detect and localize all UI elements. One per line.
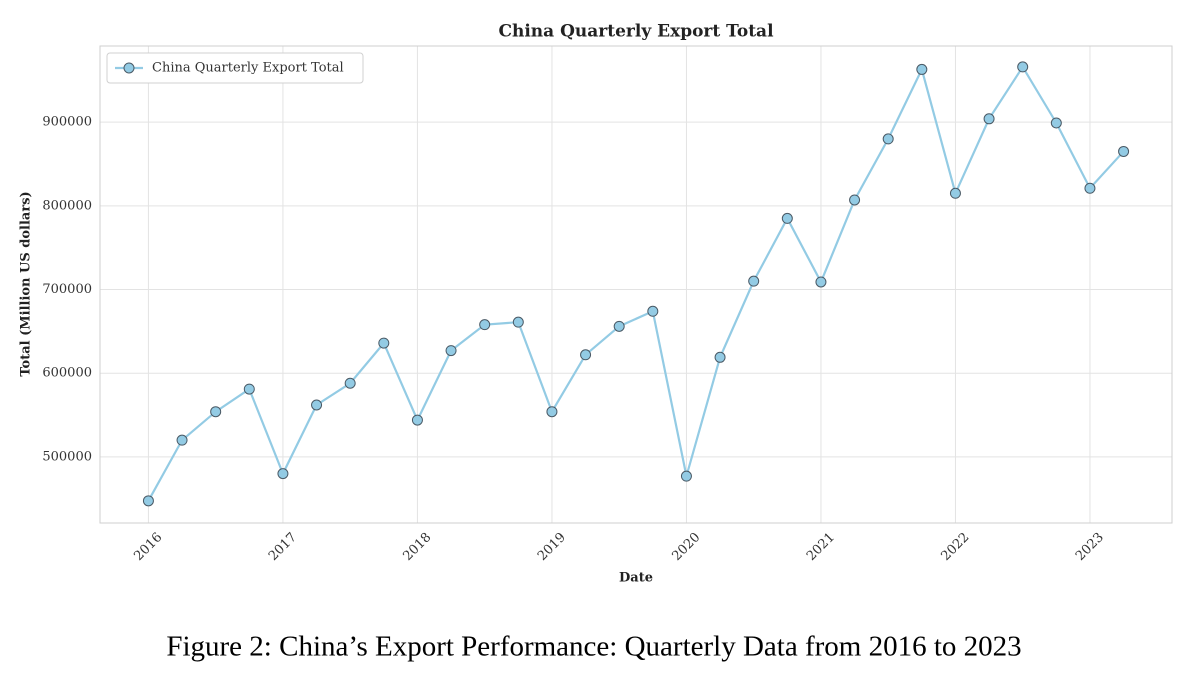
x-tick-label: 2023 xyxy=(1073,530,1107,564)
data-point xyxy=(243,383,255,395)
data-point xyxy=(748,275,760,287)
data-point xyxy=(378,337,390,349)
plot-frame xyxy=(99,45,1173,524)
x-tick-label: 2022 xyxy=(938,530,972,564)
data-point xyxy=(512,316,524,328)
y-tick-label: 800000 xyxy=(42,198,92,213)
y-tick-label: 900000 xyxy=(42,115,92,130)
y-tick-label: 600000 xyxy=(42,366,92,381)
y-tick-label: 500000 xyxy=(42,449,92,464)
data-point xyxy=(849,194,861,206)
x-tick-label: 2018 xyxy=(400,530,434,564)
data-point xyxy=(445,345,457,357)
y-axis-label: Total (Million US dollars) xyxy=(19,191,34,376)
data-point xyxy=(210,406,222,418)
data-point xyxy=(949,187,961,199)
data-point xyxy=(311,399,323,411)
data-point xyxy=(344,377,356,389)
data-point xyxy=(781,212,793,224)
x-tick-label: 2020 xyxy=(669,530,703,564)
data-point xyxy=(277,468,289,480)
data-point xyxy=(680,470,692,482)
data-point xyxy=(546,406,558,418)
series-line xyxy=(147,64,1125,502)
data-point xyxy=(882,133,894,145)
x-tick-label: 2021 xyxy=(804,530,838,564)
grid xyxy=(100,46,1172,523)
legend-label: China Quarterly Export Total xyxy=(152,61,344,76)
data-point xyxy=(1118,145,1130,157)
data-point xyxy=(479,319,491,331)
data-point xyxy=(983,113,995,125)
legend-marker xyxy=(123,62,135,74)
data-point xyxy=(714,351,726,363)
data-point xyxy=(142,495,154,507)
data-point xyxy=(411,414,423,426)
figure-caption: Figure 2: China’s Export Performance: Qu… xyxy=(166,631,1021,663)
y-tick-label: 700000 xyxy=(42,282,92,297)
data-point xyxy=(1017,61,1029,73)
data-point xyxy=(815,276,827,288)
legend: China Quarterly Export Total xyxy=(106,52,364,84)
x-tick-label: 2016 xyxy=(131,530,165,564)
chart-title: China Quarterly Export Total xyxy=(498,22,774,42)
legend-box xyxy=(106,52,364,84)
data-point xyxy=(916,63,928,75)
data-point xyxy=(1084,182,1096,194)
data-point xyxy=(176,434,188,446)
x-tick-label: 2017 xyxy=(266,530,300,564)
data-point xyxy=(613,320,625,332)
x-axis-label: Date xyxy=(619,571,653,586)
data-point xyxy=(1050,117,1062,129)
x-tick-label: 2019 xyxy=(535,530,569,564)
data-point xyxy=(647,305,659,317)
data-point xyxy=(580,349,592,361)
